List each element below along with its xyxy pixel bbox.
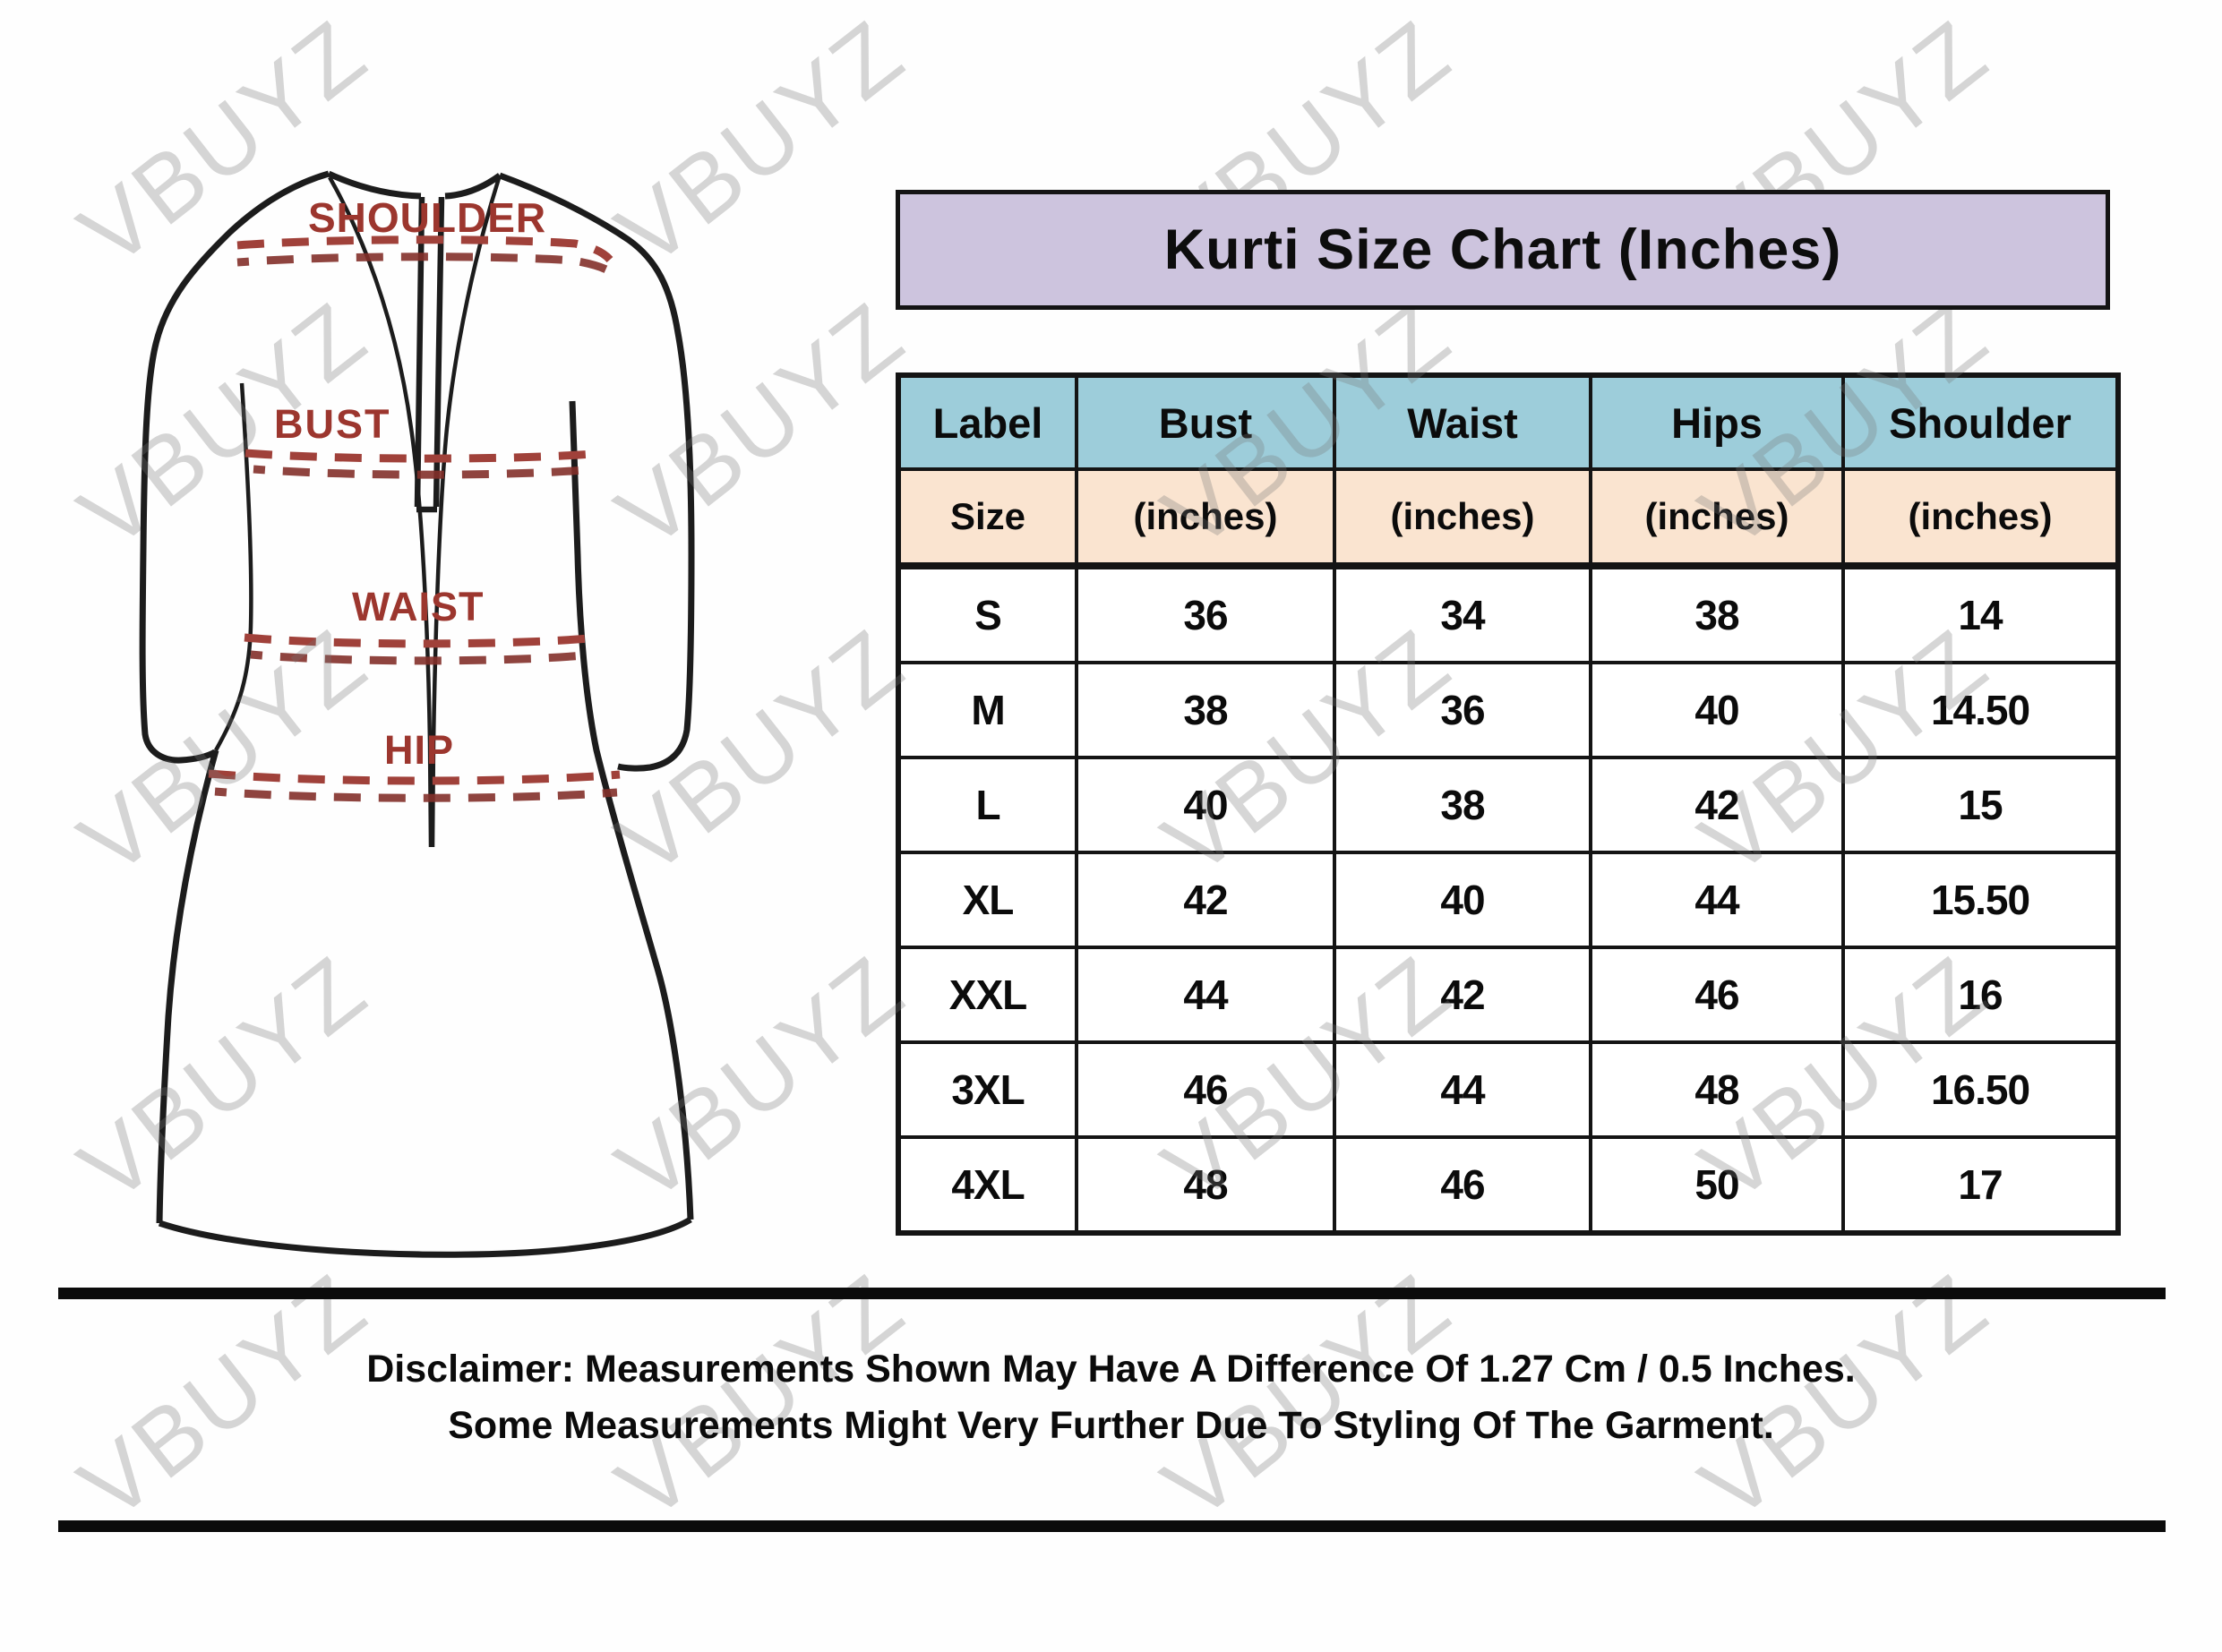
waist-cell: 44 — [1336, 1044, 1589, 1135]
garment-label-hip: HIP — [384, 727, 454, 773]
col-header-bust: Bust — [1078, 378, 1333, 467]
placket-seam-right — [430, 177, 502, 848]
subheader-inches: (inches) — [1845, 471, 2115, 566]
waist-cell: 40 — [1336, 854, 1589, 946]
hips-cell: 38 — [1592, 569, 1841, 661]
garment-label-bust: BUST — [274, 401, 391, 447]
col-header-label: Label — [901, 378, 1075, 467]
bust-cell: 36 — [1078, 569, 1333, 661]
size-label-cell: M — [901, 664, 1075, 756]
shoulder-cell: 15.50 — [1845, 854, 2115, 946]
bust-cell: 44 — [1078, 949, 1333, 1040]
col-header-waist: Waist — [1336, 378, 1589, 467]
shoulder-cell: 14.50 — [1845, 664, 2115, 756]
divider-bar-top — [58, 1288, 2166, 1299]
bust-cell: 46 — [1078, 1044, 1333, 1135]
measurement-dashed-lines — [208, 235, 621, 802]
hips-cell: 44 — [1592, 854, 1841, 946]
size-label-cell: 4XL — [901, 1139, 1075, 1230]
waist-cell: 46 — [1336, 1139, 1589, 1230]
shoulder-cell: 14 — [1845, 569, 2115, 661]
disclaimer: Disclaimer: Measurements Shown May Have … — [0, 1341, 2222, 1454]
size-label-cell: XXL — [901, 949, 1075, 1040]
waist-dash-line — [244, 633, 590, 648]
waist-cell: 36 — [1336, 664, 1589, 756]
hips-cell: 48 — [1592, 1044, 1841, 1135]
disclaimer-line-1: Disclaimer: Measurements Shown May Have … — [366, 1348, 1856, 1391]
bust-cell: 48 — [1078, 1139, 1333, 1230]
shoulder-cell: 15 — [1845, 759, 2115, 851]
hips-cell: 40 — [1592, 664, 1841, 756]
shoulder-cell: 16.50 — [1845, 1044, 2115, 1135]
hip-dash-line — [208, 769, 621, 785]
hips-cell: 50 — [1592, 1139, 1841, 1230]
subheader-inches: (inches) — [1078, 471, 1333, 566]
waist-cell: 42 — [1336, 949, 1589, 1040]
bust-cell: 40 — [1078, 759, 1333, 851]
garment-label-waist: WAIST — [352, 584, 485, 629]
waist-cell: 38 — [1336, 759, 1589, 851]
waist-cell: 34 — [1336, 569, 1589, 661]
chart-title: Kurti Size Chart (Inches) — [1163, 218, 1842, 281]
hips-cell: 46 — [1592, 949, 1841, 1040]
kurti-line-drawing: SHOULDER BUST WAIST HIP — [139, 170, 695, 1258]
col-header-hips: Hips — [1592, 378, 1841, 467]
garment-label-shoulder: SHOULDER — [308, 194, 546, 241]
size-label-cell: S — [901, 569, 1075, 661]
disclaimer-line-2: Some Measurements Might Very Further Due… — [448, 1404, 1774, 1447]
neck-slit — [414, 196, 445, 513]
size-label-cell: XL — [901, 854, 1075, 946]
col-header-shoulder: Shoulder — [1845, 378, 2115, 467]
size-label-cell: L — [901, 759, 1075, 851]
hips-cell: 42 — [1592, 759, 1841, 851]
size-table: Label Bust Waist Hips Shoulder Size (inc… — [896, 372, 2121, 1236]
shoulder-cell: 17 — [1845, 1139, 2115, 1230]
bust-cell: 38 — [1078, 664, 1333, 756]
subheader-inches: (inches) — [1592, 471, 1841, 566]
divider-bar-bottom — [58, 1520, 2166, 1532]
shoulder-cell: 16 — [1845, 949, 2115, 1040]
kurti-outline — [139, 170, 695, 1258]
shoulder-dash-line — [236, 235, 613, 263]
subheader-inches: (inches) — [1336, 471, 1589, 566]
chart-title-banner: Kurti Size Chart (Inches) — [896, 190, 2110, 310]
size-label-cell: 3XL — [901, 1044, 1075, 1135]
subheader-size: Size — [901, 471, 1075, 566]
bust-cell: 42 — [1078, 854, 1333, 946]
